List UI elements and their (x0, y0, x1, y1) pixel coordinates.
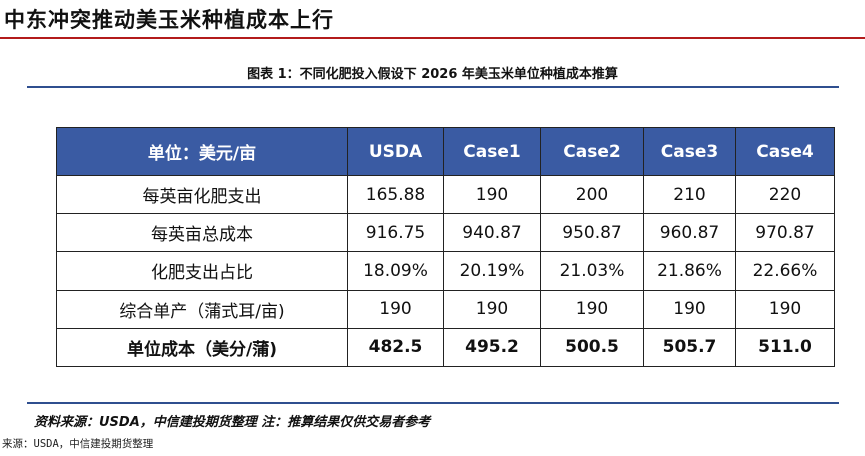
figure-caption: 图表 1：不同化肥投入假设下 2026 年美玉米单位种植成本推算 (247, 67, 618, 82)
table-cell: 190 (735, 289, 835, 329)
table-cell: 21.86% (643, 251, 736, 291)
table-cell: 190 (443, 289, 541, 329)
table-row: 化肥支出占比 18.09% 20.19% 21.03% 21.86% 22.66… (56, 251, 835, 291)
table-row: 每英亩总成本 916.75 940.87 950.87 960.87 970.8… (56, 213, 835, 253)
table-row: 每英亩化肥支出 165.88 190 200 210 220 (56, 174, 835, 215)
row-label: 每英亩总成本 (56, 213, 348, 253)
table-cell: 940.87 (443, 213, 541, 253)
table-cell: 200 (540, 174, 644, 215)
table-cell: 482.5 (347, 327, 444, 368)
table-header-row: 单位：美元/亩 USDA Case1 Case2 Case3 Case4 (56, 127, 835, 176)
source-note: 资料来源：USDA，中信建投期货整理 注：推算结果仅供交易者参考 (34, 415, 431, 430)
table-cell: 916.75 (347, 213, 444, 253)
table-cell: 220 (735, 174, 835, 215)
table-cell: 505.7 (643, 327, 736, 368)
table-cell: 950.87 (540, 213, 644, 253)
table-cell: 495.2 (443, 327, 541, 368)
table-cell: 511.0 (735, 327, 835, 368)
table-cell: 190 (643, 289, 736, 329)
table-cell: 22.66% (735, 251, 835, 291)
table-cell: 500.5 (540, 327, 644, 368)
table-row: 综合单产（蒲式耳/亩) 190 190 190 190 190 (56, 289, 835, 329)
row-label: 单位成本（美分/蒲) (56, 327, 348, 368)
table-cell: 190 (540, 289, 644, 329)
row-label: 每英亩化肥支出 (56, 174, 348, 215)
page-title: 中东冲突推动美玉米种植成本上行 (4, 7, 334, 32)
title-divider (0, 37, 865, 39)
header-unit: 单位：美元/亩 (56, 127, 348, 176)
caption-divider (27, 86, 839, 88)
table-cell: 210 (643, 174, 736, 215)
table-cell: 190 (443, 174, 541, 215)
table-cell: 18.09% (347, 251, 444, 291)
header-usda: USDA (347, 127, 444, 176)
table-cell: 20.19% (443, 251, 541, 291)
table-cell: 190 (347, 289, 444, 329)
header-case2: Case2 (540, 127, 644, 176)
table-cell: 165.88 (347, 174, 444, 215)
header-case4: Case4 (735, 127, 835, 176)
header-case1: Case1 (443, 127, 541, 176)
cost-table: 单位：美元/亩 USDA Case1 Case2 Case3 Case4 每英亩… (56, 127, 835, 368)
table-cell: 970.87 (735, 213, 835, 253)
table-cell: 960.87 (643, 213, 736, 253)
table-row: 单位成本（美分/蒲) 482.5 495.2 500.5 505.7 511.0 (56, 327, 835, 368)
header-case3: Case3 (643, 127, 736, 176)
source-divider (27, 402, 839, 404)
row-label: 综合单产（蒲式耳/亩) (56, 289, 348, 329)
footer-source: 来源：USDA，中信建投期货整理 (2, 438, 154, 450)
table-cell: 21.03% (540, 251, 644, 291)
row-label: 化肥支出占比 (56, 251, 348, 291)
